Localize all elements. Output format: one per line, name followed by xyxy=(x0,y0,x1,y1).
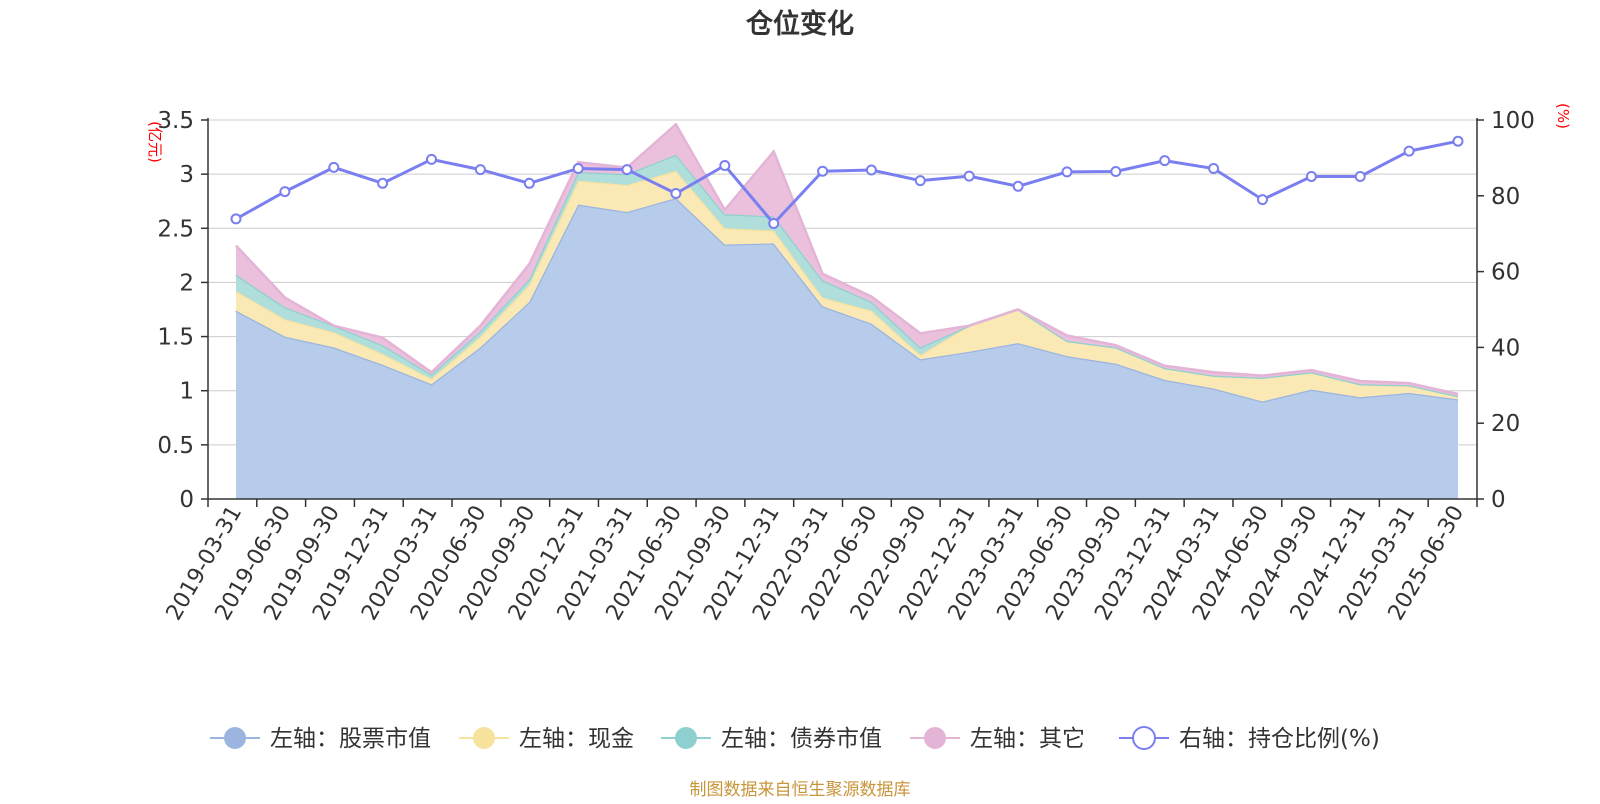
left-tick-label: 0.5 xyxy=(157,433,194,459)
area-edge-0 xyxy=(235,196,1459,403)
right-tick-label: 60 xyxy=(1491,260,1520,286)
legend-item: 左轴：股票市值 xyxy=(210,726,431,752)
ratio-point xyxy=(1354,171,1366,182)
ratio-point xyxy=(817,165,829,177)
ratio-point xyxy=(1159,155,1171,167)
ratio-point xyxy=(1452,135,1464,147)
ratio-point xyxy=(621,164,633,176)
ratio-point xyxy=(1257,194,1268,206)
area-0 xyxy=(236,198,1458,499)
ratio-point xyxy=(963,170,975,182)
legend-label: 左轴：股票市值 xyxy=(270,726,431,752)
ratio-line xyxy=(235,139,1459,226)
ratio-point xyxy=(1208,163,1220,174)
ratio-point xyxy=(523,177,535,189)
left-tick-label: 2.5 xyxy=(157,216,194,242)
ratio-point xyxy=(865,164,877,176)
ratio-point xyxy=(377,177,389,189)
ratio-point xyxy=(1110,166,1122,177)
legend-marker xyxy=(473,727,495,749)
right-tick-label: 100 xyxy=(1491,108,1535,134)
ratio-point xyxy=(279,186,291,198)
legend-marker xyxy=(1132,726,1156,750)
left-tick-label: 1.5 xyxy=(157,325,194,351)
legend-label: 左轴：现金 xyxy=(519,726,634,752)
legend-item: 右轴：持仓比例(%) xyxy=(1119,726,1380,752)
ratio-point xyxy=(328,161,340,173)
ratio-point xyxy=(474,164,486,176)
legend-item: 左轴：债券市值 xyxy=(661,726,882,752)
ratio-point xyxy=(1012,180,1024,192)
legend-label: 左轴：债券市值 xyxy=(721,726,882,752)
area-layer xyxy=(235,122,1459,499)
legend: 左轴：股票市值 左轴：现金 左轴：债券市值 左轴：其它 右轴：持仓比例(%) xyxy=(210,726,1380,752)
chart-title: 仓位变化 xyxy=(745,8,854,40)
legend-label: 右轴：持仓比例(%) xyxy=(1179,726,1380,752)
right-tick-label: 80 xyxy=(1491,184,1520,210)
right-tick-label: 40 xyxy=(1491,335,1520,361)
left-tick-label: 1 xyxy=(179,379,194,405)
legend-marker xyxy=(924,727,946,749)
ratio-point xyxy=(1061,166,1073,178)
ratio-point xyxy=(914,175,926,187)
legend-marker xyxy=(224,727,246,749)
legend-label: 左轴：其它 xyxy=(970,726,1085,752)
legend-item: 左轴：现金 xyxy=(459,726,634,752)
data-source-footer: 制图数据来自恒生聚源数据库 xyxy=(690,780,911,800)
ratio-point xyxy=(768,218,780,229)
right-tick-label: 0 xyxy=(1491,487,1506,513)
ratio-point xyxy=(426,153,437,165)
ratio-point xyxy=(1305,171,1317,182)
left-tick-label: 2 xyxy=(179,270,194,296)
ratio-line-layer xyxy=(230,135,1464,229)
ratio-point xyxy=(1403,145,1415,157)
ratio-point xyxy=(230,213,242,225)
legend-marker xyxy=(675,727,697,749)
ratio-point xyxy=(719,160,731,171)
left-axis-unit: (亿元) xyxy=(146,121,164,163)
left-tick-label: 0 xyxy=(179,487,194,513)
ratio-point xyxy=(670,188,682,199)
right-tick-label: 20 xyxy=(1491,411,1520,437)
ratio-point xyxy=(572,163,584,174)
legend-item: 左轴：其它 xyxy=(910,726,1085,752)
left-tick-label: 3.5 xyxy=(157,108,194,134)
area-edge-3 xyxy=(235,122,1459,396)
left-tick-label: 3 xyxy=(179,162,194,188)
right-axis-unit: (%) xyxy=(1554,103,1572,129)
